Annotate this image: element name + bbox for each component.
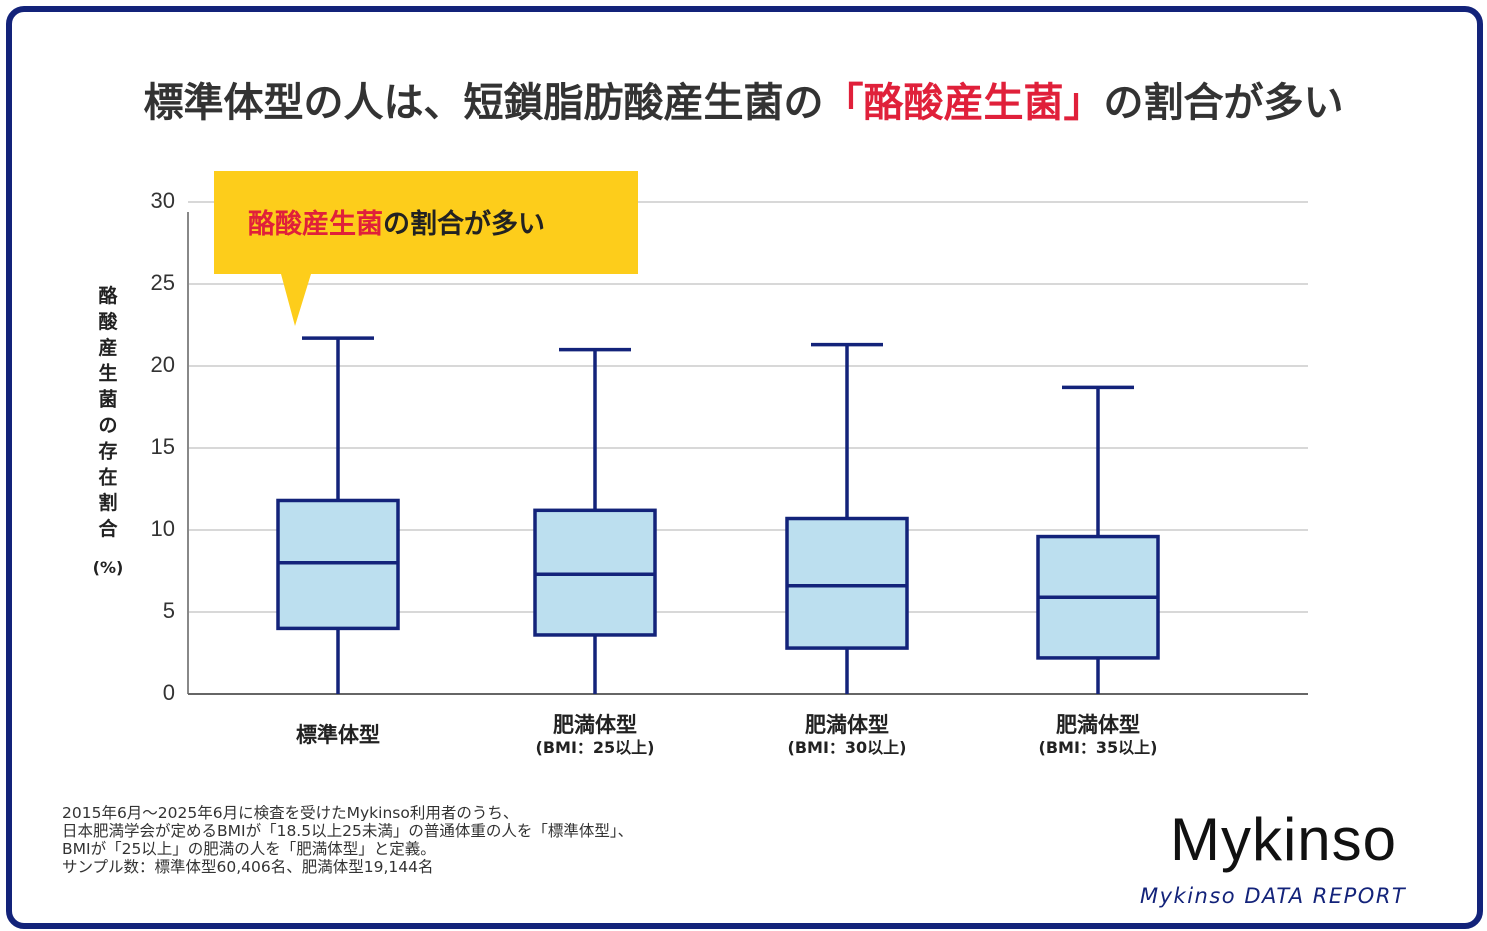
x-category-sublabel: (BMI：30以上) xyxy=(788,738,907,757)
footnote-line: 日本肥満学会が定めるBMIが「18.5以上25未満」の普通体重の人を「標準体型」… xyxy=(62,822,634,840)
y-axis-label-char: 生 xyxy=(98,362,117,385)
y-axis-label-char: 酸 xyxy=(98,310,118,333)
y-tick-label: 20 xyxy=(151,352,175,377)
callout-text: 酪酸産生菌の割合が多い xyxy=(248,208,545,240)
y-tick-label: 0 xyxy=(163,680,175,705)
x-category-label: 肥満体型 xyxy=(805,713,889,737)
footnote-line: BMIが「25以上」の肥満の人を「肥満体型」と定義。 xyxy=(62,840,436,858)
x-category-label: 肥満体型 xyxy=(1056,713,1140,737)
y-tick-label: 25 xyxy=(151,270,175,295)
box-iqr xyxy=(785,516,909,650)
y-axis-label-char: 菌 xyxy=(98,388,117,411)
callout-highlight: 酪酸産生菌 xyxy=(248,208,383,240)
title-part1: 標準体型の人は、短鎖脂肪酸産生菌の xyxy=(143,80,824,126)
report-frame xyxy=(6,6,1483,929)
y-axis-label-char: 在 xyxy=(98,465,117,488)
x-category-sublabel: (BMI：35以上) xyxy=(1039,738,1158,757)
y-axis-label-char: 酪 xyxy=(98,284,118,307)
y-tick-label: 15 xyxy=(151,434,175,459)
footnotes: 2015年6月〜2025年6月に検査を受けたMykinso利用者のうち、 日本肥… xyxy=(62,804,633,876)
callout-bubble xyxy=(214,171,638,326)
title-highlight: 「酪酸産生菌」 xyxy=(823,80,1104,126)
callout-rest: の割合が多い xyxy=(383,208,545,240)
y-tick-label: 30 xyxy=(151,188,175,213)
y-axis-label-char: 割 xyxy=(98,491,117,514)
y-axis-label-char: 産 xyxy=(98,336,117,359)
y-tick-label: 5 xyxy=(163,598,175,623)
x-category-label: 標準体型 xyxy=(296,723,380,747)
y-axis-label-char: の xyxy=(98,415,117,437)
brand-subtitle: Mykinso DATA REPORT xyxy=(1140,884,1407,908)
y-axis-unit: (%) xyxy=(93,558,124,577)
footnote-line: サンプル数：標準体型60,406名、肥満体型19,144名 xyxy=(62,858,434,876)
brand-logo: Mykinso xyxy=(1170,806,1398,873)
footnote-line: 2015年6月〜2025年6月に検査を受けたMykinso利用者のうち、 xyxy=(62,804,519,822)
y-axis-label-char: 合 xyxy=(98,517,118,540)
y-tick-label: 10 xyxy=(151,516,175,541)
x-category-label: 肥満体型 xyxy=(553,713,637,737)
y-axis-label-char: 存 xyxy=(98,439,117,462)
title-part2: の割合が多い xyxy=(1103,80,1344,126)
x-category-sublabel: (BMI：25以上) xyxy=(536,738,655,757)
page-title: 標準体型の人は、短鎖脂肪酸産生菌の「酪酸産生菌」の割合が多い xyxy=(0,70,1487,128)
